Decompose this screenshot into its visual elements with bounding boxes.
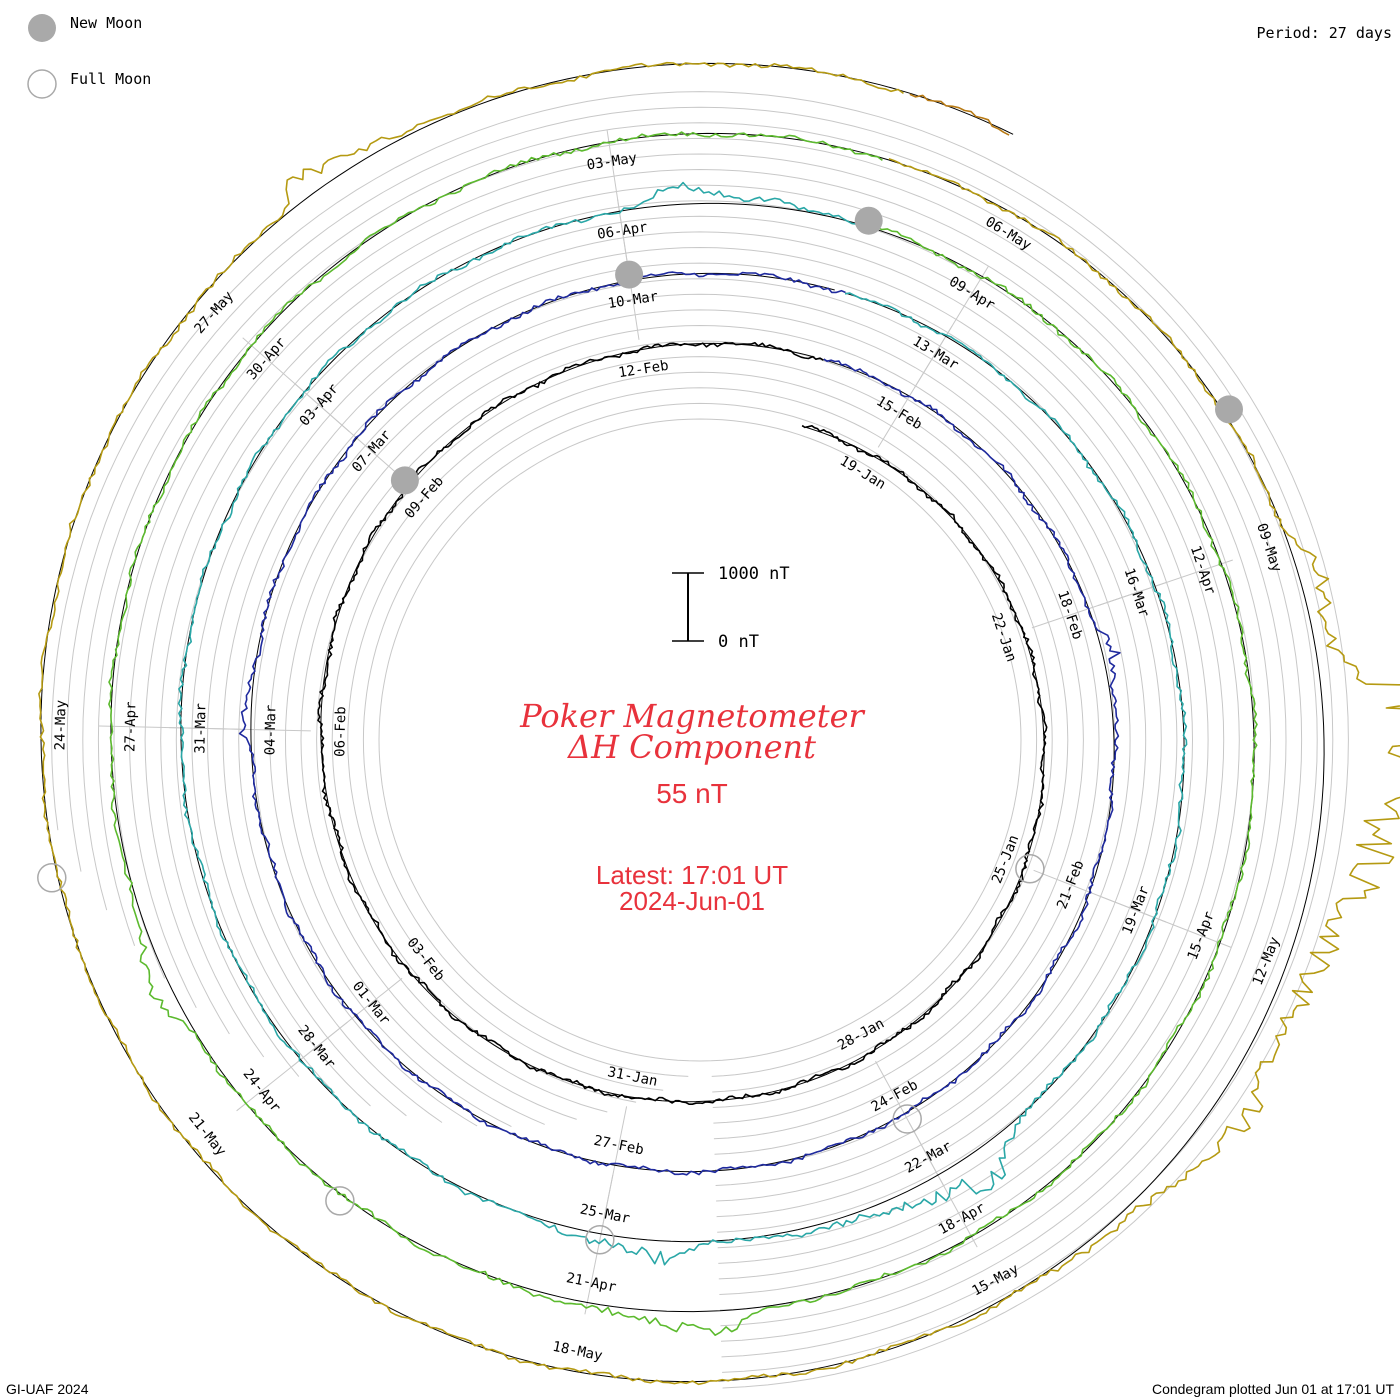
date-tick-label: 10-Mar <box>607 289 659 312</box>
grid-ring <box>269 309 1131 1171</box>
new-moon-icon <box>390 466 419 495</box>
grid-ring <box>144 184 1256 1295</box>
grid-spoke <box>98 725 241 730</box>
trace-cycle-3 <box>177 181 1188 1266</box>
grid-spoke <box>908 1122 978 1248</box>
grid-ring <box>206 246 1194 1233</box>
grid-spoke <box>242 337 350 432</box>
date-tick-label: 24-Apr <box>240 1066 284 1115</box>
date-tick-label: 21-Apr <box>565 1270 618 1296</box>
trace-cycle-5 <box>38 61 1400 1386</box>
date-tick-label: 06-Feb <box>332 706 349 757</box>
date-tick-label: 21-May <box>185 1110 229 1159</box>
scale-bar-top-label: 1000 nT <box>718 564 790 584</box>
grid-ring <box>238 278 1162 1202</box>
full-moon-legend-label: Full Moon <box>70 70 151 88</box>
grid-ring <box>82 122 1318 1358</box>
trace-layer <box>38 61 1400 1386</box>
date-tick-label: 27-Apr <box>122 701 139 752</box>
grid-ring <box>51 91 1349 1389</box>
date-tick-label: 18-May <box>551 1339 604 1365</box>
date-tick-label: 25-Mar <box>579 1201 632 1227</box>
date-tick-label: 19-Mar <box>1119 884 1152 937</box>
new-moon-legend-label: New Moon <box>70 14 142 32</box>
date-tick-label: 28-Jan <box>835 1016 887 1054</box>
baseline <box>909 92 1014 135</box>
footer-credit: GI-UAF 2024 <box>6 1381 89 1397</box>
date-tick-label: 15-Apr <box>1185 909 1218 962</box>
grid-ring <box>316 356 1084 1124</box>
date-tick-label: 07-Mar <box>349 427 394 476</box>
grid-spoke <box>914 266 989 388</box>
date-tick-label: 24-May <box>52 700 69 751</box>
date-tick-label: 30-Apr <box>244 335 289 384</box>
grid-ring <box>331 371 1069 1108</box>
grid-ring <box>97 137 1303 1342</box>
date-tick-label: 03-Feb <box>404 935 448 984</box>
full-moon-legend-icon <box>27 69 57 99</box>
grid-spoke <box>606 130 629 271</box>
chart-title: Poker Magnetometer <box>519 697 865 735</box>
grid-spoke <box>1098 895 1232 948</box>
full-moon-icon <box>1015 854 1045 884</box>
grid-ring <box>175 215 1225 1264</box>
grid-ring <box>362 402 1038 1077</box>
grid-spoke <box>584 1175 614 1315</box>
grid-spoke <box>1098 559 1233 606</box>
grid-ring <box>128 168 1272 1311</box>
date-tick-label: 22-Mar <box>902 1138 954 1176</box>
new-moon-icon <box>1215 395 1243 424</box>
grid-ring <box>253 293 1147 1186</box>
trace-cycle-6 <box>909 93 1010 136</box>
date-tick-label: 03-Apr <box>297 381 342 430</box>
full-moon-icon <box>37 863 67 893</box>
trace-cycle-1 <box>317 341 1048 1105</box>
new-moon-icon <box>615 260 644 289</box>
date-tick-label: 15-Feb <box>873 393 925 433</box>
grid-ring <box>347 387 1053 1093</box>
trace-cycle-2 <box>238 271 1121 1176</box>
date-tick-label: 31-Mar <box>192 703 209 754</box>
date-tick-label: 03-May <box>586 150 638 173</box>
scale-bar-bottom-label: 0 nT <box>718 632 759 652</box>
date-tick-label: 04-Mar <box>262 705 279 756</box>
grid-ring <box>284 324 1116 1155</box>
grid-layer <box>51 91 1349 1389</box>
grid-ring <box>66 106 1334 1373</box>
full-moon-icon <box>325 1186 355 1216</box>
date-tick-label: 27-Feb <box>592 1133 645 1159</box>
grid-ring <box>113 153 1287 1327</box>
trace-cycle-4 <box>108 131 1258 1336</box>
new-moon-icon <box>854 206 883 235</box>
date-tick-label: 27-May <box>191 288 236 337</box>
date-tick-label: 15-May <box>969 1261 1021 1299</box>
grid-spoke <box>236 1021 348 1112</box>
date-tick-label: 28-Mar <box>294 1022 338 1071</box>
footer-plot-time: Condegram plotted Jun 01 at 17:01 UT <box>1152 1381 1394 1397</box>
date-tick-label: 12-Apr <box>1187 544 1218 597</box>
date-tick-label: 12-Feb <box>617 358 669 381</box>
full-moon-icon <box>585 1225 615 1255</box>
date-tick-label: 06-Apr <box>596 219 648 242</box>
date-tick-label: 18-Feb <box>1054 589 1085 642</box>
date-tick-label: 12-May <box>1250 935 1283 988</box>
moon-layer <box>37 206 1243 1255</box>
current-value: 55 nT <box>656 778 728 809</box>
new-moon-legend-icon <box>28 14 56 42</box>
chart-subtitle: ΔH Component <box>566 728 816 766</box>
latest-date: 2024-Jun-01 <box>619 886 765 916</box>
period-label: Period: 27 days <box>1257 24 1392 42</box>
grid-ring <box>378 418 1022 1062</box>
grid-ring <box>191 231 1209 1249</box>
date-tick-label: 25-Jan <box>989 833 1022 886</box>
latest-time: Latest: 17:01 UT <box>596 860 788 890</box>
grid-ring <box>300 340 1100 1140</box>
full-moon-icon <box>892 1104 922 1134</box>
date-tick-label: 21-Feb <box>1054 858 1087 911</box>
